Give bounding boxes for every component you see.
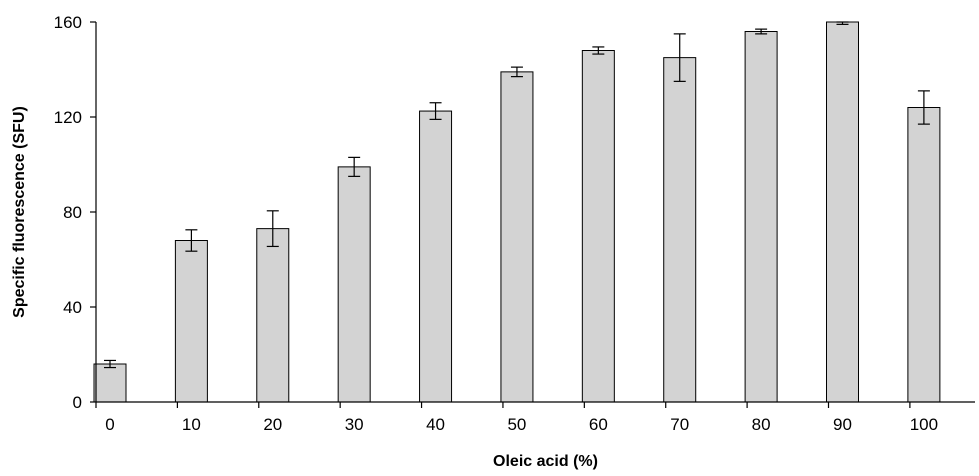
- x-ticks-group: 0 10 20 30 40 50 60 70 80 90 100: [95, 402, 938, 434]
- bar-0: [93, 363, 127, 403]
- error-bar-40: [429, 102, 442, 120]
- error-bar-70: [673, 33, 686, 82]
- y-ticks-group: 0 40 80 120 160: [54, 13, 96, 412]
- x-tick-label: 100: [910, 415, 938, 434]
- error-bar-10: [185, 229, 198, 252]
- bar-80: [744, 31, 778, 403]
- error-bars-group: [104, 21, 930, 369]
- error-bar-90: [836, 21, 849, 25]
- error-bar-30: [348, 156, 361, 177]
- x-tick-label: 70: [670, 415, 689, 434]
- error-bar-50: [510, 66, 523, 78]
- bar-30: [337, 166, 371, 403]
- x-tick-label: 0: [105, 415, 114, 434]
- x-tick-label: 90: [833, 415, 852, 434]
- x-axis-title: Oleic acid (%): [493, 453, 598, 470]
- bar-70: [663, 57, 697, 403]
- bar-60: [581, 50, 615, 403]
- x-tick-label: 20: [263, 415, 282, 434]
- bar-100: [907, 107, 941, 403]
- bar-90: [826, 21, 859, 403]
- bar-10: [174, 240, 208, 403]
- y-tick-label: 40: [63, 298, 82, 317]
- bar-20: [256, 228, 290, 403]
- x-tick-label: 40: [426, 415, 445, 434]
- x-tick-label: 60: [589, 415, 608, 434]
- bars-group: [93, 21, 941, 403]
- error-bar-20: [266, 210, 279, 248]
- x-tick-label: 10: [182, 415, 201, 434]
- error-bar-100: [917, 90, 930, 125]
- x-tick-label: 30: [345, 415, 364, 434]
- y-tick-label: 0: [73, 393, 82, 412]
- y-axis-title: Specific fluorescence (SFU): [11, 106, 28, 318]
- error-bar-80: [755, 28, 768, 35]
- bar-50: [500, 71, 534, 403]
- error-bar-0: [104, 359, 116, 369]
- x-tick-label: 80: [752, 415, 771, 434]
- bar-40: [419, 110, 453, 403]
- x-tick-label: 50: [507, 415, 526, 434]
- y-tick-label: 160: [54, 13, 82, 32]
- error-bar-60: [592, 46, 605, 55]
- y-tick-label: 120: [54, 108, 82, 127]
- y-tick-label: 80: [63, 203, 82, 222]
